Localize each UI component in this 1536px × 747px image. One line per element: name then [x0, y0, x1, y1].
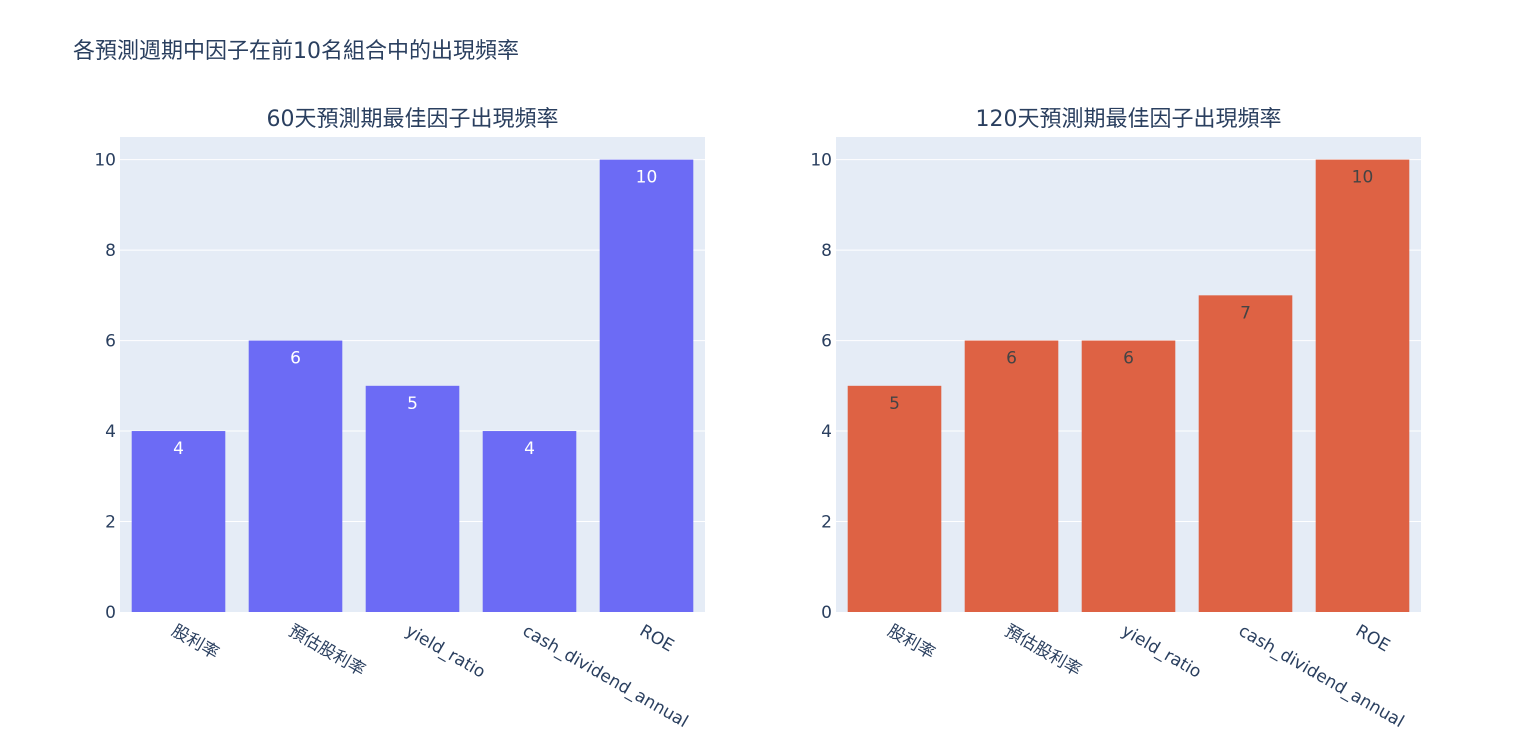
- y-tick-label: 6: [105, 332, 116, 352]
- x-tick-label: ROE: [1352, 621, 1393, 656]
- bar-value-label: 6: [1006, 349, 1017, 369]
- y-tick-label: 4: [821, 422, 832, 442]
- y-tick-label: 2: [105, 513, 116, 533]
- x-tick-label: 預估股利率: [1001, 621, 1085, 681]
- y-tick-label: 8: [821, 241, 832, 261]
- bar: [131, 431, 226, 612]
- bar-value-label: 6: [290, 349, 301, 369]
- bar-value-label: 10: [636, 168, 658, 188]
- bar-value-label: 7: [1240, 303, 1251, 323]
- subplot-title: 120天預測期最佳因子出現頻率: [976, 107, 1282, 132]
- y-tick-label: 8: [105, 241, 116, 261]
- bar: [1081, 340, 1176, 612]
- x-tick-label: yield_ratio: [402, 621, 489, 683]
- bar: [847, 385, 942, 612]
- bar-value-label: 4: [524, 439, 535, 459]
- subplot-1: 0 2 4 6 8 10 60天預測期最佳因子出現頻率 4 股利率 6 預估股利率 5 yield_ra…: [94, 107, 705, 732]
- main-title: 各預測週期中因子在前10名組合中的出現頻率: [73, 39, 519, 64]
- y-tick-label: 10: [810, 151, 832, 171]
- bar: [1315, 159, 1410, 612]
- x-tick-label: yield_ratio: [1118, 621, 1205, 683]
- y-tick-label: 10: [94, 151, 116, 171]
- bar: [482, 431, 577, 612]
- x-tick-label: ROE: [636, 621, 677, 656]
- y-tick-label: 6: [821, 332, 832, 352]
- bar: [1198, 295, 1293, 612]
- bar-value-label: 5: [889, 394, 900, 414]
- x-tick-label: 股利率: [168, 621, 222, 664]
- bar: [964, 340, 1059, 612]
- y-tick-label: 4: [105, 422, 116, 442]
- x-tick-label: 股利率: [884, 621, 938, 664]
- subplot-2: 0 2 4 6 8 10 120天預測期最佳因子出現頻率 5 股利率 6 預估股利率 6 yield_r…: [810, 107, 1421, 732]
- y-tick-label: 0: [105, 603, 116, 623]
- bar-value-label: 4: [173, 439, 184, 459]
- bar: [365, 385, 460, 612]
- subplot-title: 60天預測期最佳因子出現頻率: [267, 107, 559, 132]
- y-tick-label: 2: [821, 513, 832, 533]
- x-tick-label: 預估股利率: [285, 621, 369, 681]
- bar-value-label: 6: [1123, 349, 1134, 369]
- bar-value-label: 10: [1352, 168, 1374, 188]
- bar: [599, 159, 694, 612]
- bar-value-label: 5: [407, 394, 418, 414]
- bar: [248, 340, 343, 612]
- y-tick-label: 0: [821, 603, 832, 623]
